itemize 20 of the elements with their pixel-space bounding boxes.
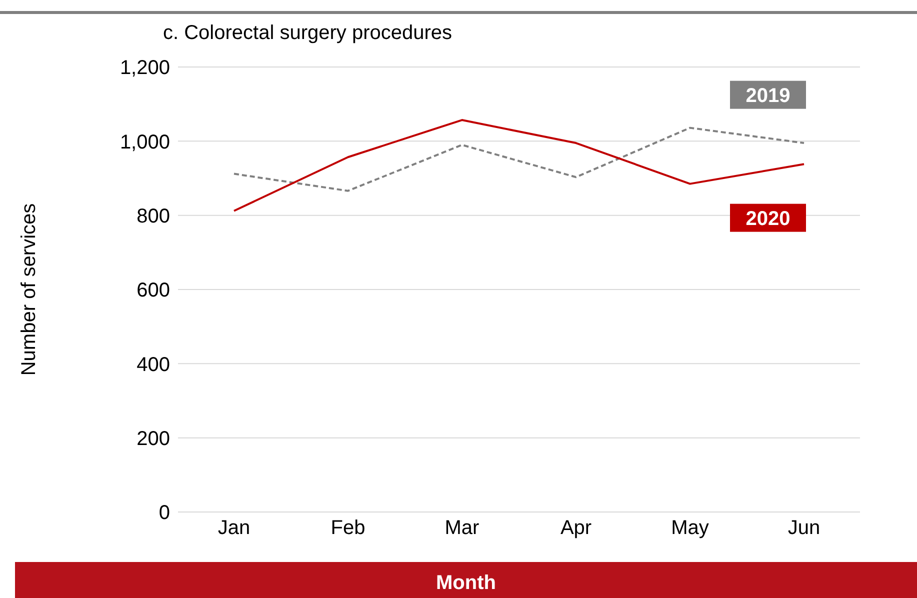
x-tick-label: Mar: [444, 517, 480, 540]
y-tick-label: 400: [136, 354, 170, 376]
y-tick-label: 800: [136, 205, 170, 228]
line-series: [233, 119, 805, 212]
x-tick-label: Feb: [330, 517, 366, 540]
line-series: [233, 126, 805, 192]
x-axis-title: Month: [15, 562, 917, 598]
x-tick-label: May: [671, 517, 709, 540]
chart-title: c. Colorectal surgery procedures: [163, 22, 452, 45]
y-tick-label: 1,200: [120, 57, 170, 80]
series-label: 2020: [746, 208, 790, 230]
y-tick-label: 1,000: [120, 131, 170, 154]
x-tick-label: Apr: [560, 517, 592, 540]
y-axis-title: Number of services: [18, 203, 40, 376]
y-tick-label: 200: [136, 428, 170, 450]
series-label: 2019: [746, 84, 790, 107]
x-tick-label: Jun: [788, 517, 820, 540]
x-tick-label: Jan: [218, 517, 250, 540]
y-tick-label: 600: [136, 280, 170, 302]
y-tick-label: 0: [158, 502, 170, 524]
